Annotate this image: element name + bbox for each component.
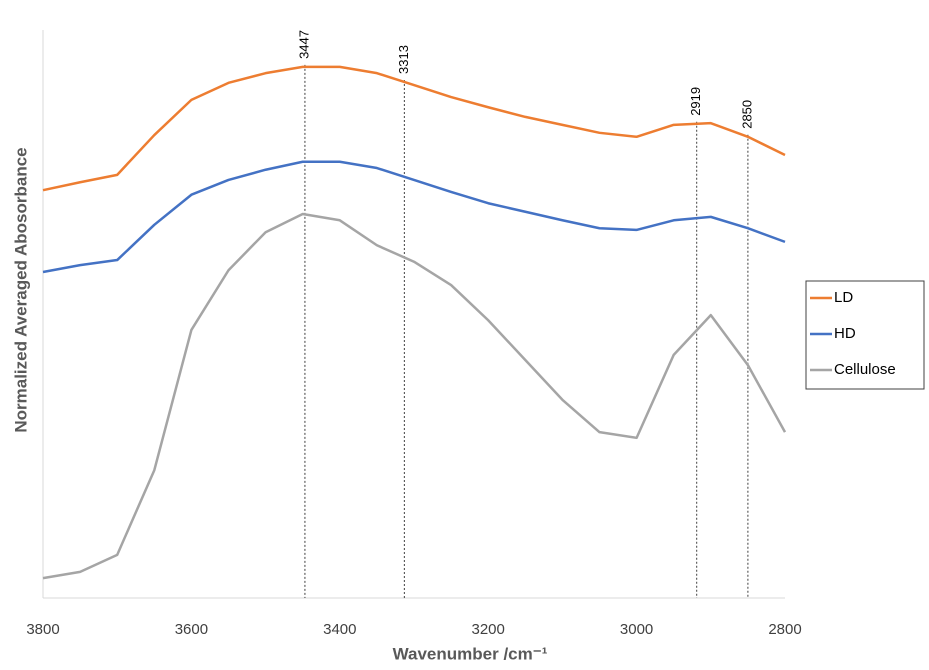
legend-label: LD [834, 289, 853, 306]
x-tick-label: 2800 [768, 621, 801, 638]
annotation-label: 2919 [688, 87, 703, 116]
x-tick-label: 3800 [26, 621, 59, 638]
series-line [42, 212, 787, 580]
legend-label: HD [834, 325, 856, 342]
x-tick-label: 3600 [175, 621, 208, 638]
annotation-label: 2850 [739, 100, 754, 129]
x-axis-title: Wavenumber /cm⁻¹ [393, 644, 548, 663]
x-tick-label: 3200 [472, 621, 505, 638]
legend-label: Cellulose [834, 361, 896, 378]
x-tick-label: 3000 [620, 621, 653, 638]
x-tick-label: 3400 [323, 621, 356, 638]
annotation-label: 3447 [296, 30, 311, 59]
series-line [42, 160, 786, 274]
y-axis-title: Normalized Averaged Abosorbance [11, 147, 30, 432]
annotation-label: 3313 [396, 45, 411, 74]
series-line [42, 65, 786, 192]
